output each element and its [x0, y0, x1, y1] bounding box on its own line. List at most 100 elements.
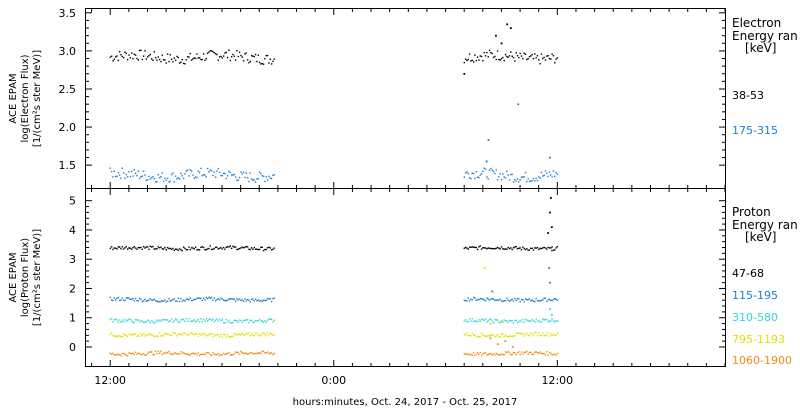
data-point	[261, 333, 263, 335]
data-point	[248, 352, 250, 355]
data-point	[466, 300, 468, 302]
data-point	[467, 334, 469, 337]
data-point	[535, 318, 537, 320]
data-point	[194, 333, 197, 335]
data-point	[164, 319, 166, 321]
data-point-outlier	[511, 346, 514, 348]
data-point	[152, 353, 154, 356]
data-point	[186, 334, 189, 337]
data-point	[550, 320, 552, 322]
data-point	[523, 176, 525, 178]
data-point	[158, 319, 161, 321]
data-point	[132, 175, 134, 177]
data-point	[230, 247, 233, 250]
data-point	[536, 352, 539, 354]
data-point	[120, 336, 122, 338]
data-point	[539, 351, 541, 353]
data-point	[250, 247, 253, 249]
data-point	[164, 59, 166, 61]
data-point	[491, 354, 493, 356]
data-point	[229, 245, 231, 247]
data-point	[515, 52, 517, 54]
data-point	[478, 246, 480, 248]
data-point	[547, 55, 549, 57]
data-point	[202, 333, 205, 336]
data-point	[524, 318, 527, 321]
series-795-1193	[109, 267, 559, 338]
data-point	[475, 353, 477, 355]
data-point	[185, 170, 187, 172]
data-point	[484, 318, 487, 320]
data-point	[490, 318, 492, 320]
data-point	[165, 301, 167, 303]
data-point	[516, 332, 519, 334]
data-point	[136, 174, 138, 177]
data-point	[153, 248, 156, 250]
data-point	[495, 299, 497, 302]
data-point	[129, 334, 132, 336]
data-point	[506, 297, 508, 300]
data-point	[133, 333, 136, 336]
data-point	[254, 320, 257, 322]
data-point	[253, 246, 255, 249]
data-point	[229, 354, 231, 356]
data-point	[112, 248, 114, 251]
data-point	[522, 176, 524, 178]
data-point	[522, 319, 524, 321]
data-point	[480, 354, 483, 357]
data-point	[468, 177, 471, 179]
data-point	[180, 61, 182, 63]
data-point	[182, 332, 185, 335]
data-point	[236, 334, 238, 336]
data-point	[554, 321, 556, 323]
data-point	[200, 353, 202, 356]
data-point	[523, 301, 525, 303]
data-point-outlier	[509, 27, 512, 30]
data-point	[142, 170, 145, 173]
data-point	[141, 354, 144, 356]
data-point	[128, 171, 130, 173]
data-point-outlier	[485, 160, 488, 163]
data-point	[178, 321, 181, 323]
data-point	[132, 352, 134, 355]
data-point	[221, 248, 223, 250]
data-point	[256, 178, 258, 180]
data-point	[503, 59, 505, 62]
data-point	[142, 321, 145, 324]
data-point	[516, 352, 519, 354]
data-point	[232, 53, 234, 56]
data-point	[109, 56, 112, 58]
data-point	[472, 172, 475, 175]
data-point	[148, 320, 150, 322]
data-point	[201, 353, 203, 356]
data-point	[494, 299, 496, 302]
data-point	[240, 334, 242, 336]
data-point	[165, 249, 167, 251]
data-point	[499, 248, 501, 250]
data-point	[217, 59, 219, 61]
data-point	[483, 167, 485, 169]
data-point	[172, 332, 174, 334]
data-point	[472, 320, 475, 323]
data-point	[218, 247, 221, 250]
data-point	[478, 176, 480, 179]
data-point	[486, 297, 488, 299]
data-point	[540, 299, 543, 302]
data-point	[554, 62, 556, 64]
data-point	[138, 297, 141, 300]
data-point	[237, 179, 239, 181]
data-point	[224, 353, 226, 356]
data-point	[178, 62, 181, 64]
data-point	[170, 248, 173, 251]
data-point	[190, 247, 193, 249]
data-point	[547, 246, 549, 249]
data-point	[189, 297, 191, 299]
data-point	[129, 298, 132, 301]
data-point	[232, 354, 234, 356]
data-point	[197, 352, 199, 354]
data-point	[490, 334, 492, 336]
data-point	[140, 246, 142, 249]
data-point	[504, 299, 507, 302]
data-point	[118, 354, 121, 356]
data-point	[160, 320, 162, 322]
